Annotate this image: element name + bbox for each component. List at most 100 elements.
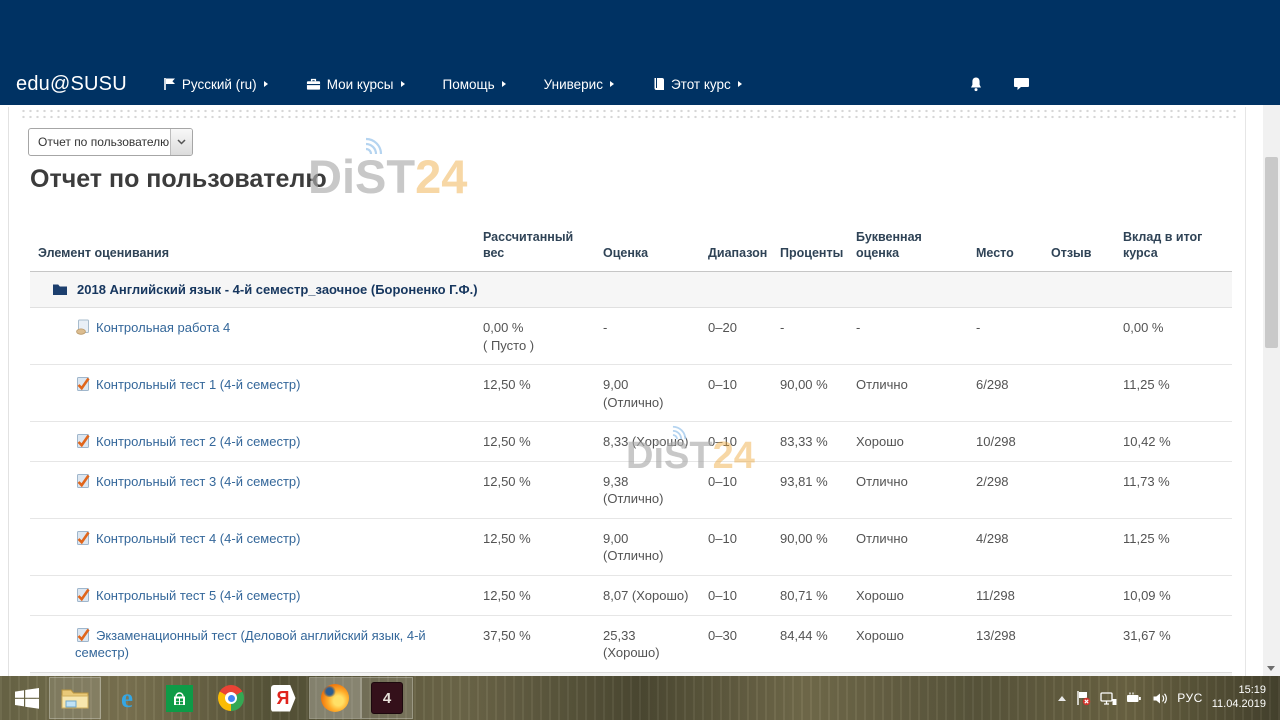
col-header-percent: Проценты bbox=[772, 225, 848, 272]
battery-icon[interactable] bbox=[1126, 691, 1143, 706]
card-right-edge bbox=[1245, 107, 1246, 676]
taskbar-yandex-browser[interactable]: Я bbox=[258, 678, 308, 718]
cell-rank: 6/298 bbox=[968, 364, 1043, 422]
quiz-icon bbox=[77, 473, 90, 488]
top-banner: edu@SUSU Русский (ru) Мои курсы Помощь bbox=[0, 0, 1280, 105]
cell-range: 0–10 bbox=[700, 364, 772, 422]
nav-language[interactable]: Русский (ru) bbox=[163, 77, 268, 92]
chevron-right-icon bbox=[609, 81, 614, 87]
vertical-scrollbar[interactable] bbox=[1263, 105, 1280, 676]
bell-icon[interactable] bbox=[968, 76, 984, 93]
cell-percent: 90,00 % bbox=[772, 517, 848, 576]
cell-percent: 80,71 % bbox=[772, 574, 848, 616]
cell-grade: 9,00 (Отлично) bbox=[595, 517, 700, 576]
start-button[interactable] bbox=[6, 678, 48, 718]
background-dots bbox=[20, 108, 1236, 121]
taskbar-apps: e Я 4 bbox=[0, 676, 413, 720]
cell-feedback bbox=[1043, 421, 1115, 462]
store-icon bbox=[165, 684, 193, 712]
cell-grade: 9,38 (Отлично) bbox=[595, 460, 700, 519]
taskbar-internet-explorer[interactable]: e bbox=[102, 678, 152, 718]
table-row: Контрольный тест 4 (4-й семестр) 12,50 %… bbox=[30, 517, 1232, 576]
cell-percent: 84,44 % bbox=[772, 614, 848, 673]
network-icon[interactable] bbox=[1100, 691, 1117, 706]
cell-rank: 13/298 bbox=[968, 614, 1043, 673]
report-type-select[interactable]: Отчет по пользователю bbox=[28, 128, 193, 156]
grade-table: Элемент оценивания Рассчитанный вес Оцен… bbox=[30, 225, 1232, 720]
internet-explorer-icon: e bbox=[121, 682, 133, 713]
quiz-icon bbox=[77, 587, 90, 602]
grade-item-link[interactable]: Контрольный тест 3 (4-й семестр) bbox=[96, 473, 301, 489]
messages-icon[interactable] bbox=[1013, 76, 1030, 92]
grade-item-link[interactable]: Контрольная работа 4 bbox=[96, 320, 231, 336]
flag-icon bbox=[164, 78, 175, 90]
scrollbar-thumb[interactable] bbox=[1265, 157, 1278, 348]
assignment-icon bbox=[76, 319, 89, 335]
taskbar-store[interactable] bbox=[154, 678, 204, 718]
cell-weight: 12,50 % bbox=[475, 517, 595, 576]
file-explorer-icon bbox=[61, 689, 89, 708]
cell-letter: - bbox=[848, 307, 968, 365]
grade-item-link[interactable]: Контрольный тест 1 (4-й семестр) bbox=[96, 377, 301, 393]
cell-letter: Хорошо bbox=[848, 574, 968, 616]
nav-help[interactable]: Помощь bbox=[443, 77, 506, 92]
action-center-flag-icon[interactable] bbox=[1075, 690, 1091, 706]
clock[interactable]: 15:19 11.04.2019 bbox=[1212, 684, 1266, 712]
grade-item-link[interactable]: Контрольный тест 2 (4-й семестр) bbox=[96, 434, 301, 450]
cell-weight: 12,50 % bbox=[475, 421, 595, 462]
yandex-icon: Я bbox=[270, 684, 296, 712]
table-row: Контрольный тест 5 (4-й семестр) 12,50 %… bbox=[30, 574, 1232, 616]
cell-range: 0–30 bbox=[700, 614, 772, 673]
nav-this-course[interactable]: Этот курс bbox=[652, 77, 742, 92]
cell-weight: 12,50 % bbox=[475, 574, 595, 616]
taskbar-firefox[interactable] bbox=[309, 677, 361, 719]
cell-grade: 8,33 (Хорошо) bbox=[595, 421, 700, 462]
speaker-icon[interactable] bbox=[1152, 691, 1168, 706]
cell-contribution: 31,67 % bbox=[1115, 614, 1232, 673]
wifi-arcs-icon bbox=[365, 137, 383, 155]
cell-feedback bbox=[1043, 574, 1115, 616]
grade-item-link[interactable]: Контрольный тест 4 (4-й семестр) bbox=[96, 530, 301, 546]
tray-expand-icon[interactable] bbox=[1058, 695, 1067, 701]
nav-my-courses[interactable]: Мои курсы bbox=[306, 77, 405, 92]
nav-univeris-label: Универис bbox=[543, 76, 603, 92]
site-logo[interactable]: edu@SUSU bbox=[16, 72, 127, 95]
table-row: Экзаменационный тест (Деловой английский… bbox=[30, 614, 1232, 673]
taskbar-file-explorer[interactable] bbox=[49, 677, 101, 719]
taskbar-4game[interactable]: 4 bbox=[361, 677, 413, 719]
briefcase-icon bbox=[306, 78, 320, 90]
cell-feedback bbox=[1043, 364, 1115, 422]
cell-contribution: 11,73 % bbox=[1115, 460, 1232, 519]
language-indicator[interactable]: РУС bbox=[1177, 691, 1203, 705]
scroll-down-arrow[interactable] bbox=[1267, 666, 1275, 671]
chevron-down-icon bbox=[170, 129, 192, 155]
nav-this-course-label: Этот курс bbox=[670, 76, 731, 92]
grade-item-link[interactable]: Контрольный тест 5 (4-й семестр) bbox=[96, 587, 301, 603]
cell-letter: Хорошо bbox=[848, 421, 968, 462]
watermark-orange: 24 bbox=[415, 150, 468, 203]
cell-letter: Хорошо bbox=[848, 614, 968, 673]
chevron-right-icon bbox=[501, 81, 506, 87]
cell-grade: 9,00 (Отлично) bbox=[595, 364, 700, 422]
taskbar-chrome[interactable] bbox=[206, 678, 256, 718]
nav-help-label: Помощь bbox=[442, 76, 495, 92]
cell-weight: 12,50 % bbox=[475, 364, 595, 422]
cell-grade: - bbox=[595, 307, 700, 365]
cell-feedback bbox=[1043, 614, 1115, 673]
4game-icon: 4 bbox=[371, 682, 403, 714]
cell-rank: 2/298 bbox=[968, 460, 1043, 519]
cell-rank: 4/298 bbox=[968, 517, 1043, 576]
quiz-icon bbox=[77, 530, 90, 545]
main-navbar: edu@SUSU Русский (ru) Мои курсы Помощь bbox=[0, 63, 1280, 105]
nav-univeris[interactable]: Универис bbox=[544, 77, 614, 92]
cell-grade: 8,07 (Хорошо) bbox=[595, 574, 700, 616]
cell-letter: Отлично bbox=[848, 364, 968, 422]
col-header-rank: Место bbox=[968, 225, 1043, 272]
quiz-icon bbox=[77, 434, 90, 449]
grade-item-link[interactable]: Экзаменационный тест (Деловой английский… bbox=[75, 627, 426, 661]
watermark: DiST24 bbox=[308, 137, 468, 204]
cell-letter: Отлично bbox=[848, 517, 968, 576]
header-row: Элемент оценивания Рассчитанный вес Оцен… bbox=[30, 225, 1232, 272]
nav-menu: Русский (ru) Мои курсы Помощь Универис bbox=[163, 77, 742, 92]
